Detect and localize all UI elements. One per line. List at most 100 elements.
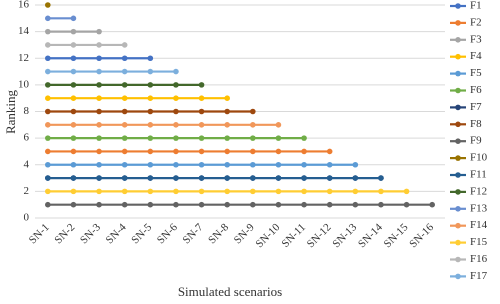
data-point (173, 161, 179, 168)
data-point (403, 188, 410, 195)
data-point (250, 175, 256, 181)
data-point (121, 175, 128, 181)
data-point (96, 148, 102, 155)
data-point (198, 108, 205, 115)
data-point (45, 95, 51, 101)
data-point (70, 175, 77, 181)
legend-label: F10 (470, 152, 488, 164)
legend-marker (455, 239, 461, 246)
data-point (352, 175, 359, 181)
x-tick-label: SN-8 (206, 221, 231, 246)
x-tick-label: SN-16 (407, 221, 436, 250)
legend-marker (455, 138, 461, 144)
legend-marker (455, 70, 461, 77)
data-point (96, 122, 102, 128)
data-point (198, 161, 205, 168)
data-point (121, 82, 128, 88)
data-point (224, 201, 230, 208)
data-point (147, 82, 154, 88)
x-tick-label: SN-3 (78, 221, 103, 246)
legend-label: F6 (470, 84, 482, 96)
data-point (198, 148, 205, 155)
data-point (96, 108, 102, 115)
data-point (378, 201, 384, 208)
data-point (198, 201, 205, 208)
data-point (96, 82, 102, 88)
data-point (326, 148, 333, 155)
y-tick-label: 8 (24, 105, 30, 117)
data-point (275, 201, 282, 208)
x-tick-label: SN-1 (27, 221, 52, 246)
data-point (224, 161, 230, 168)
data-point (121, 122, 128, 128)
legend-label: F4 (470, 50, 482, 62)
data-point (198, 82, 205, 88)
legend-marker (455, 155, 461, 161)
x-tick-label: SN-2 (52, 221, 77, 246)
data-point (198, 122, 205, 128)
data-point (70, 55, 77, 62)
x-tick-label: SN-10 (254, 221, 283, 250)
y-tick-label: 14 (18, 25, 30, 37)
data-point (173, 122, 179, 128)
data-point (70, 148, 77, 155)
data-point (45, 201, 51, 208)
data-point (45, 82, 51, 88)
legend-label: F1 (470, 0, 482, 12)
x-tick-label: SN-11 (279, 221, 308, 250)
data-point (45, 108, 51, 115)
legend-marker (455, 121, 461, 128)
data-point (70, 188, 77, 195)
data-point (301, 201, 307, 208)
data-point (301, 188, 307, 195)
data-point (147, 122, 154, 128)
data-point (173, 175, 179, 181)
data-point (147, 175, 154, 181)
legend-label: F7 (470, 101, 482, 113)
data-point (173, 82, 179, 88)
data-point (121, 135, 128, 141)
legend-marker (455, 20, 461, 26)
x-tick-label: SN-13 (330, 221, 359, 250)
data-point (301, 135, 307, 141)
y-tick-label: 4 (24, 158, 30, 170)
legend-marker (455, 87, 461, 94)
y-tick-label: 10 (18, 78, 30, 90)
data-point (147, 201, 154, 208)
legend-label: F2 (470, 16, 482, 28)
legend-label: F17 (470, 270, 488, 282)
y-axis-title: Ranking (3, 89, 18, 134)
legend-marker (455, 172, 461, 178)
data-point (250, 135, 256, 141)
legend-marker (455, 273, 461, 280)
data-point (301, 148, 307, 155)
data-point (96, 95, 102, 101)
data-point (147, 148, 154, 155)
data-point (96, 175, 102, 181)
y-tick-label: 6 (24, 132, 30, 144)
x-tick-label: SN-7 (181, 221, 206, 246)
data-point (250, 161, 256, 168)
legend-marker (455, 37, 461, 43)
data-point (121, 201, 128, 208)
data-point (45, 42, 51, 48)
data-point (45, 161, 51, 168)
data-point (198, 175, 205, 181)
data-point (224, 95, 230, 101)
y-tick-label: 12 (18, 52, 29, 64)
data-point (70, 95, 77, 101)
data-point (275, 161, 282, 168)
data-point (275, 148, 282, 155)
data-point (45, 68, 51, 75)
data-point (250, 108, 256, 115)
legend-label: F5 (470, 67, 482, 79)
data-point (70, 28, 77, 35)
data-point (70, 68, 77, 75)
data-point (275, 122, 282, 128)
data-point (173, 95, 179, 101)
x-tick-label: SN-15 (382, 221, 411, 250)
data-point (70, 82, 77, 88)
y-tick-label: 16 (18, 0, 30, 11)
data-point (326, 201, 333, 208)
legend-label: F9 (470, 135, 482, 147)
